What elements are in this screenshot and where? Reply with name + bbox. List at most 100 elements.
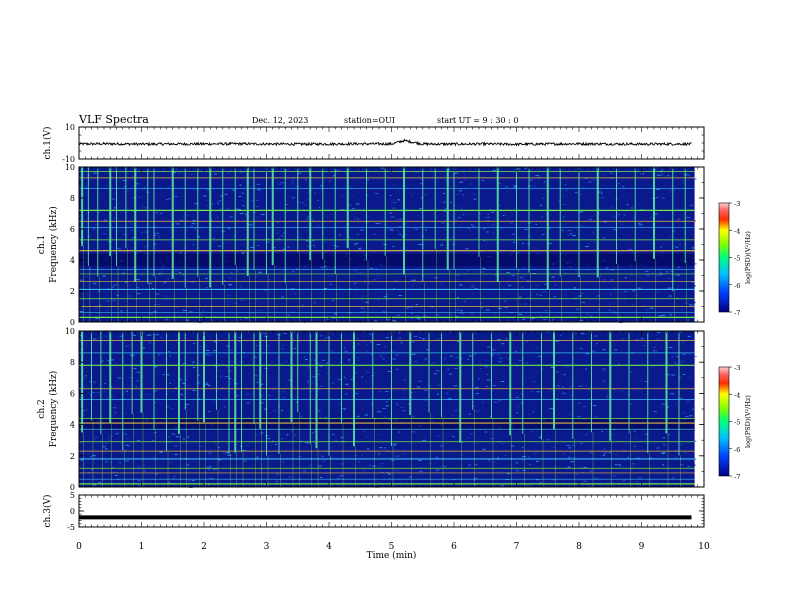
ch2-spec-speckle — [516, 365, 519, 367]
ch2-spec-speckle — [333, 440, 338, 442]
ch1-spec-ylabel-freq: Frequency (kHz) — [48, 206, 59, 283]
ch1-spec-speckle — [389, 212, 392, 214]
ch2-spec-speckle — [365, 381, 367, 383]
ch2-spec-speckle — [436, 469, 439, 471]
ch2-spec-speckle — [523, 460, 528, 462]
ch1-spec-speckle — [562, 203, 567, 205]
ch2-spec-speckle — [611, 434, 615, 436]
ch1-spec-speckle — [293, 251, 297, 253]
ch1-spec-speckle — [241, 252, 246, 254]
ch1-spec-speckle — [215, 208, 220, 210]
ch2-spec-speckle — [366, 344, 368, 345]
ch1-spec-speckle — [226, 216, 230, 218]
ch2-spec-speckle — [593, 355, 596, 357]
ch2-spec-speckle — [321, 455, 325, 457]
ch2-spec-speckle — [383, 437, 385, 439]
ch2-spec-speckle — [538, 348, 542, 350]
ch1-spec-speckle — [567, 234, 570, 236]
ch2-spec-speckle — [132, 354, 135, 356]
ch1-spec-speckle — [267, 289, 269, 291]
ch2-spec-speckle — [107, 360, 110, 362]
ch1-spec-speckle — [473, 168, 476, 170]
ch1-spec-speckle — [626, 196, 628, 198]
ch1-spec-speckle — [131, 187, 133, 189]
ch2-spec-speckle — [562, 392, 566, 394]
ch1-spec-speckle — [596, 295, 601, 297]
ch2-spec-speckle — [514, 468, 518, 470]
ch1-spec-colorbar-label: -3 — [734, 200, 740, 208]
ch2-spec-speckle — [282, 345, 285, 347]
ch2-spec-speckle — [257, 332, 262, 334]
ch2-spec-speckle — [565, 365, 570, 367]
ch2-spec-speckle — [660, 407, 662, 409]
ch2-spec-speckle — [469, 335, 473, 337]
ch2-spec-speckle — [638, 391, 642, 393]
ch1-spec-speckle — [630, 219, 634, 221]
ch1-spec-speckle — [548, 243, 552, 244]
ch1-spec-speckle — [146, 191, 148, 193]
ch1-spec-speckle — [528, 235, 531, 237]
ch2-spec-speckle — [679, 378, 683, 380]
ch1-spec-speckle — [443, 192, 446, 194]
ch2-spec-speckle — [328, 460, 333, 462]
ch1-spec-speckle — [258, 270, 262, 272]
ch2-spec-speckle — [142, 376, 145, 378]
ch2-spec-speckle — [262, 332, 266, 334]
ch1-spec-speckle — [484, 266, 488, 268]
ch1-spec-speckle — [465, 315, 470, 317]
ch2-spec-speckle — [472, 476, 477, 478]
ch2-spec-speckle — [449, 355, 453, 357]
ch1-spec-speckle — [519, 216, 522, 218]
ch1-spec-speckle — [248, 184, 252, 185]
ch1-spec-speckle — [597, 172, 601, 174]
ch1-spec-speckle — [239, 213, 244, 214]
ch2-spec-speckle — [307, 380, 310, 382]
ch2-spec-speckle — [675, 356, 680, 358]
ch1-spec-speckle — [471, 225, 475, 227]
ch1-spec-speckle — [377, 196, 381, 198]
ch2-spec-speckle — [96, 392, 100, 394]
ch1-spec-speckle — [491, 184, 494, 186]
ch1-spec-speckle — [681, 180, 685, 182]
ch1-spec-speckle — [86, 294, 90, 296]
ch1-spec-speckle — [357, 218, 359, 220]
ch1-spec-speckle — [480, 271, 483, 273]
ch1-spec-speckle — [182, 309, 187, 311]
ch1-spec-speckle — [521, 279, 525, 281]
ch2-spec-speckle — [614, 464, 617, 466]
ch2-spec-speckle — [286, 476, 289, 478]
ch2-spec-speckle — [685, 340, 690, 342]
ch2-spec-speckle — [178, 379, 182, 381]
ch2-spec-speckle — [675, 436, 678, 437]
ch2-spec-speckle — [521, 447, 524, 449]
ch2-spec-speckle — [342, 408, 346, 410]
ch2-spec-speckle — [272, 437, 274, 438]
ch2-spec-speckle — [382, 408, 386, 409]
ch2-spec-speckle — [448, 361, 452, 363]
ch2-spec-speckle — [645, 433, 648, 435]
ch2-spec-speckle — [616, 455, 618, 457]
ch1-spec-speckle — [307, 245, 311, 247]
ch2-spec-speckle — [352, 461, 356, 463]
ch2-spec-speckle — [120, 351, 122, 353]
ch2-spec-speckle — [365, 373, 367, 375]
ch3-ylabel: ch.3(V) — [42, 495, 53, 528]
ch1-spec-speckle — [656, 189, 660, 190]
ch2-spec-speckle — [239, 474, 243, 476]
ch1-spec-speckle — [362, 169, 366, 171]
ch1-spec-speckle — [290, 183, 295, 185]
ch2-spec-speckle — [333, 358, 337, 360]
ch1-spec-speckle — [619, 316, 621, 317]
ch1-spec-speckle — [401, 181, 404, 183]
ch1-spec-speckle — [100, 316, 105, 318]
ch2-spec-speckle — [213, 401, 216, 402]
ch2-spec-speckle — [620, 365, 623, 367]
ch2-spec-speckle — [439, 463, 442, 465]
ch2-spec-speckle — [364, 414, 369, 416]
ch1-spec-speckle — [419, 308, 421, 310]
ch2-spec-speckle — [186, 398, 191, 400]
ch2-spec-speckle — [271, 353, 274, 355]
ch2-spec-speckle — [106, 460, 110, 462]
ch1-spec-speckle — [589, 196, 591, 198]
ch2-spec-speckle — [298, 341, 300, 343]
